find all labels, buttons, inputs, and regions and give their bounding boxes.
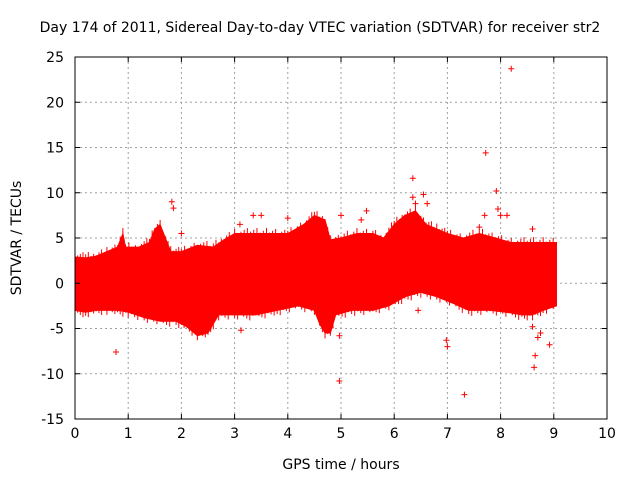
axis-ticks: 0 1 2 3 4 5 6 7 8 9 10 -15 -10 -5 0 5 10 15 20 25 — [41, 50, 616, 442]
data-point — [409, 194, 416, 201]
data-point — [237, 327, 244, 334]
data-point — [168, 198, 175, 205]
x-tick-label: 0 — [71, 426, 80, 442]
data-point — [424, 200, 431, 207]
data-point — [503, 212, 510, 219]
y-tick-label: 0 — [55, 276, 64, 292]
data-point — [529, 323, 536, 330]
y-tick-label: -15 — [41, 412, 64, 428]
data-point — [481, 212, 488, 219]
data-point — [546, 341, 553, 348]
data-point — [508, 65, 515, 72]
data-point — [497, 212, 504, 219]
data-point — [363, 207, 370, 214]
y-tick-label: 25 — [46, 50, 64, 66]
data-point — [284, 215, 291, 222]
data-point — [178, 230, 185, 237]
data-point — [112, 349, 119, 356]
data-point — [236, 221, 243, 228]
data-point — [476, 224, 483, 231]
y-axis-label: SDTVAR / TECUs — [9, 180, 25, 296]
y-tick-label: 15 — [46, 141, 64, 157]
data-band-area — [74, 210, 557, 337]
x-tick-label: 10 — [598, 426, 616, 442]
data-point — [461, 391, 468, 398]
chart-title: Day 174 of 2011, Sidereal Day-to-day VTE… — [39, 20, 601, 36]
y-tick-label: 20 — [46, 95, 64, 111]
data-point — [482, 149, 489, 156]
data-point — [258, 212, 265, 219]
data-point — [494, 206, 501, 213]
x-tick-label: 9 — [549, 426, 558, 442]
data-point — [532, 352, 539, 359]
y-tick-label: 5 — [55, 231, 64, 247]
data-point — [250, 212, 257, 219]
data-point — [336, 377, 343, 384]
x-tick-label: 8 — [496, 426, 505, 442]
data-point — [537, 330, 544, 337]
data-point — [534, 334, 541, 341]
data-point — [531, 364, 538, 371]
x-tick-label: 1 — [124, 426, 133, 442]
data-band — [74, 206, 557, 341]
x-axis-label: GPS time / hours — [282, 457, 400, 473]
data-point — [409, 175, 416, 182]
data-point — [336, 332, 343, 339]
x-tick-label: 3 — [230, 426, 239, 442]
data-point — [443, 337, 450, 344]
data-point — [420, 191, 427, 198]
y-tick-label: -10 — [41, 367, 64, 383]
data-point — [170, 205, 177, 212]
data-point — [444, 343, 451, 350]
data-point — [493, 187, 500, 194]
x-tick-label: 4 — [283, 426, 292, 442]
y-tick-label: 10 — [46, 186, 64, 202]
data-point — [415, 307, 422, 314]
y-tick-label: -5 — [50, 322, 64, 338]
x-tick-label: 2 — [177, 426, 186, 442]
data-point — [338, 212, 344, 219]
x-tick-label: 6 — [390, 426, 399, 442]
data-point — [412, 200, 419, 207]
x-tick-label: 5 — [337, 426, 346, 442]
data-points — [112, 65, 553, 398]
data-point — [358, 216, 365, 223]
x-tick-label: 7 — [443, 426, 452, 442]
data-point — [529, 225, 536, 232]
